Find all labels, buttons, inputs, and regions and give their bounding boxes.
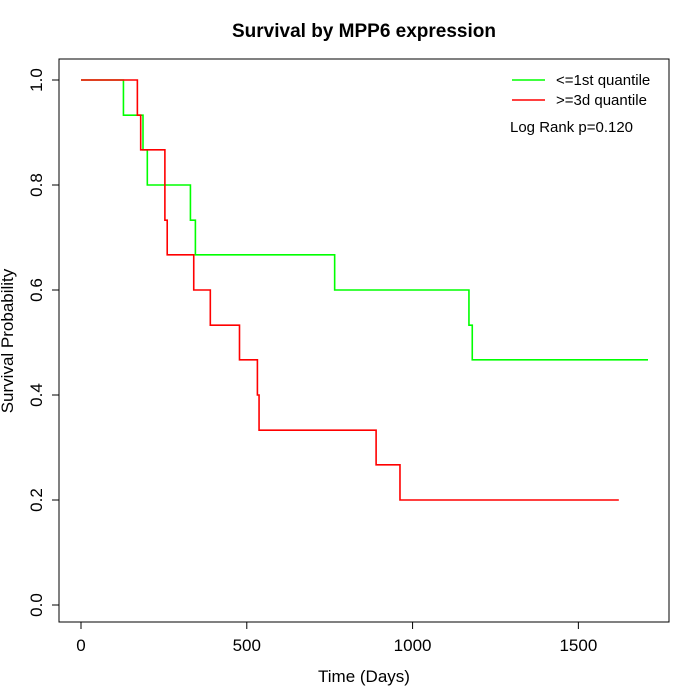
log-rank-annotation: Log Rank p=0.120 (510, 119, 633, 136)
y-tick-label: 0.8 (27, 173, 46, 197)
y-tick-label: 0.2 (27, 488, 46, 512)
legend-label: <=1st quantile (556, 72, 650, 89)
series-2-curve (81, 79, 619, 501)
x-axis-label: Time (Days) (318, 667, 410, 686)
y-tick-label: 0.0 (27, 593, 46, 617)
x-tick-label: 1500 (559, 636, 597, 655)
plot-frame (58, 58, 670, 623)
chart-title: Survival by MPP6 expression (232, 21, 496, 42)
y-tick-label: 1.0 (27, 68, 46, 92)
x-tick-label: 500 (233, 636, 261, 655)
y-axis: 0.0 0.2 0.4 0.6 0.8 1.0 (27, 68, 60, 617)
x-tick-label: 1000 (394, 636, 432, 655)
y-axis-label: Survival Probability (0, 268, 17, 413)
x-axis: 0 500 1000 1500 (76, 621, 597, 655)
y-tick-label: 0.6 (27, 278, 46, 302)
series-layer (81, 79, 648, 501)
y-tick-label: 0.4 (27, 383, 46, 407)
legend: <=1st quantile >=3d quantile (512, 72, 650, 109)
legend-label: >=3d quantile (556, 92, 647, 109)
x-tick-label: 0 (76, 636, 85, 655)
